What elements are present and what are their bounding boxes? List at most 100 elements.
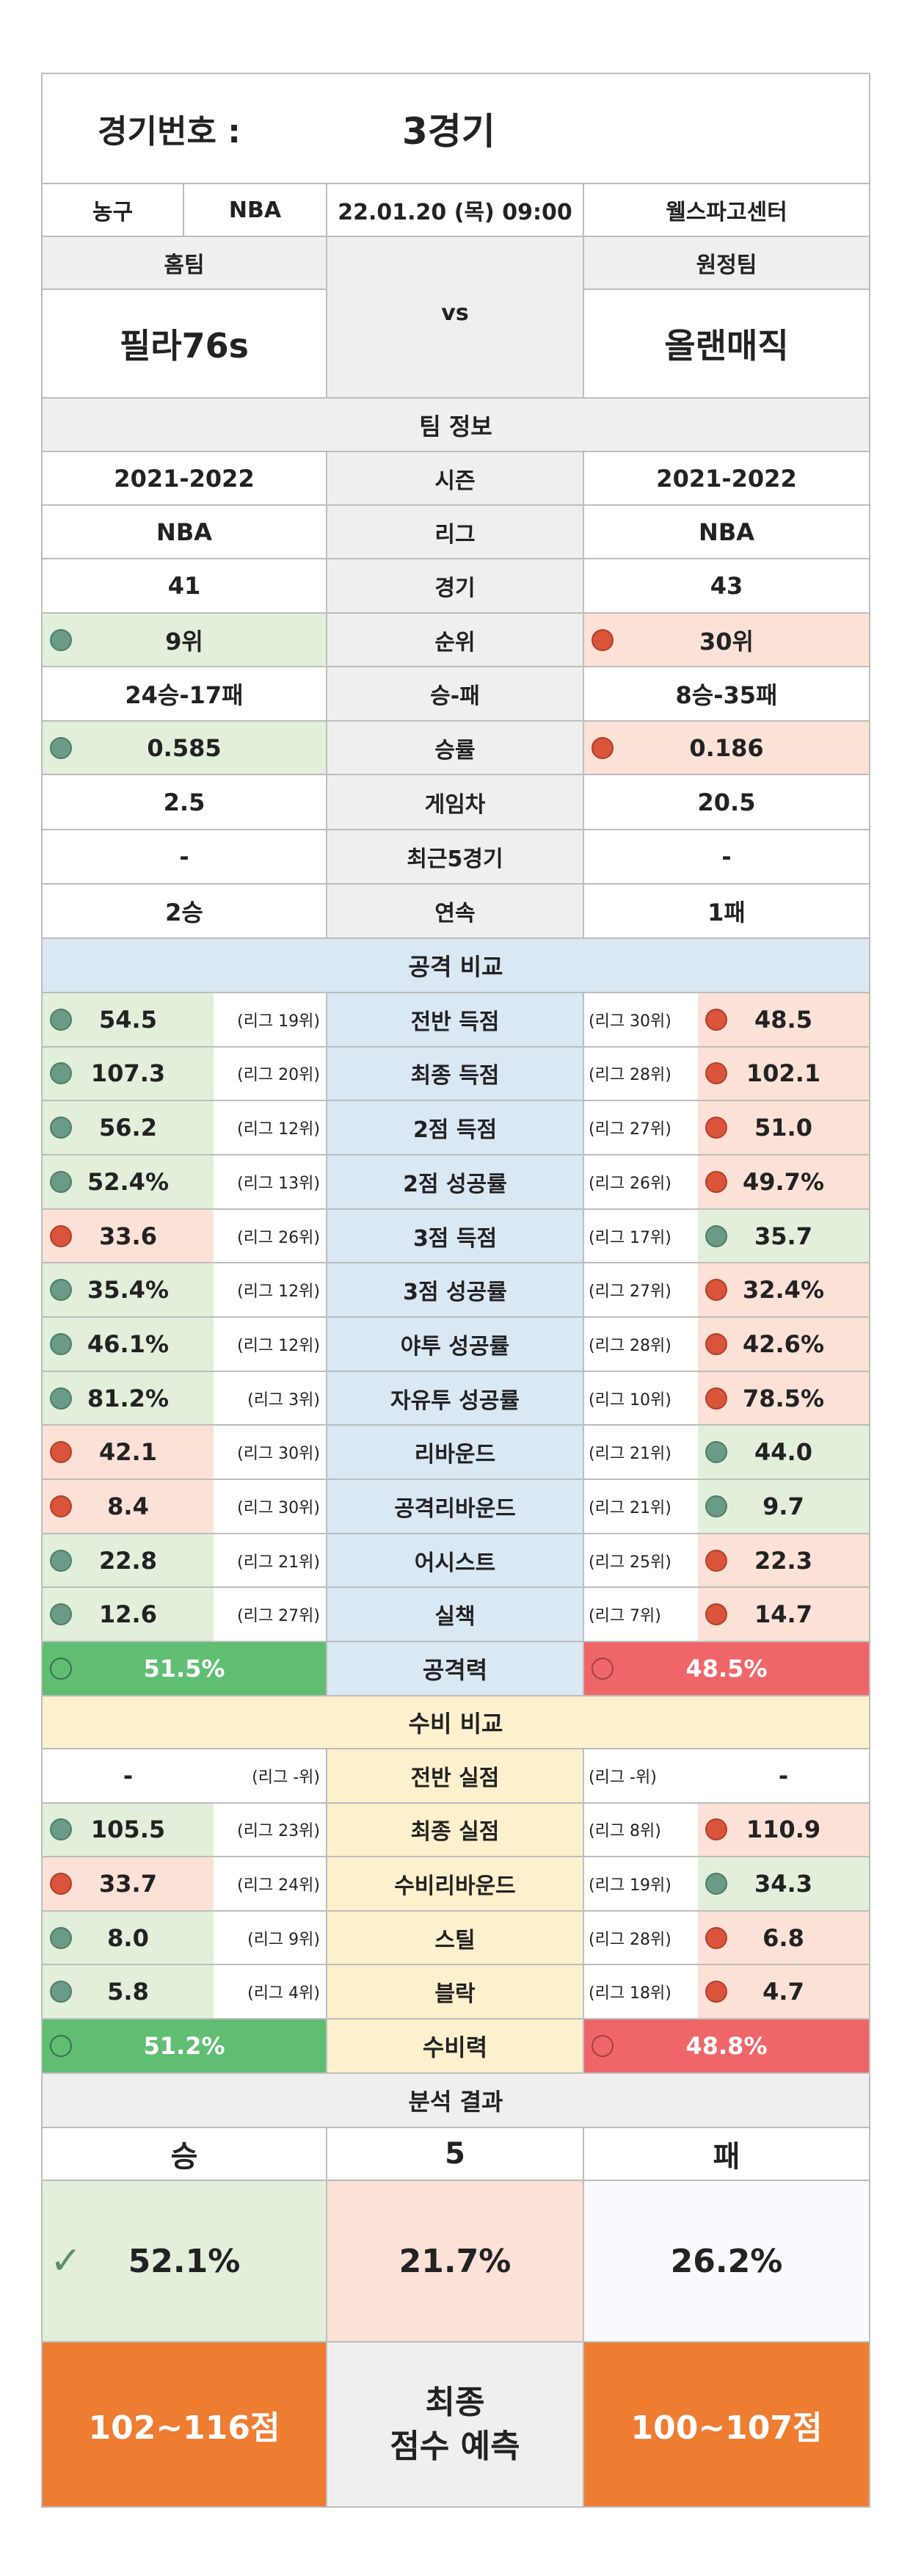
score-label-line2: 점수 예측 — [390, 2427, 520, 2465]
team-info-label: 경기 — [327, 559, 584, 612]
attack-stat-row: 107.3 (리그 20위) 최종 득점 (리그 28위) 102.1 — [43, 1047, 869, 1102]
attack-stat-row: 12.6 (리그 27위) 실책 (리그 7위) 14.7 — [43, 1588, 869, 1643]
home-stat-dot-icon — [50, 1387, 72, 1409]
home-stat-value: 8.4 — [107, 1492, 149, 1520]
attack-stat-row: 42.1 (리그 30위) 리바운드 (리그 21위) 44.0 — [43, 1426, 869, 1481]
away-stat-value: 35.7 — [754, 1222, 812, 1250]
away-team-info-value: - — [721, 843, 732, 871]
away-rank-text: (리그 17위) — [584, 1209, 698, 1263]
venue: 웰스파고센터 — [666, 200, 787, 225]
away-stat-value: 14.7 — [754, 1600, 812, 1629]
analysis-header: 분석 결과 — [43, 2074, 869, 2128]
home-stat-value: 22.8 — [99, 1546, 157, 1575]
home-stat-dot-icon — [50, 1117, 72, 1139]
home-rank-text: (리그 20위) — [214, 1047, 327, 1100]
result-labels-row: 승 5 패 — [43, 2128, 869, 2181]
stat-label: 3점 성공률 — [327, 1263, 584, 1316]
vs-label: vs — [327, 237, 584, 397]
away-stat-value: 110.9 — [746, 1815, 821, 1844]
stat-label: 공격리바운드 — [327, 1480, 584, 1533]
home-stat-dot-icon — [50, 1818, 72, 1841]
away-attack-power: 48.5% — [685, 1655, 768, 1683]
title-row: 경기번호 : 3경기 — [43, 74, 869, 184]
home-rank-dot-icon — [50, 628, 72, 651]
defense-power-label: 수비력 — [327, 2020, 584, 2072]
away-defense-power: 48.8% — [685, 2032, 768, 2060]
away-rank-text: (리그 28위) — [584, 1047, 698, 1100]
stat-label: 최종 득점 — [327, 1047, 584, 1100]
home-stat-dot-icon — [50, 1981, 72, 2003]
away-stat-dot-icon — [705, 1872, 727, 1895]
home-team-info-value: NBA — [156, 518, 212, 546]
home-stat-dot-icon — [50, 1170, 72, 1193]
away-rank-dot-icon — [592, 736, 614, 759]
team-info-label: 순위 — [327, 614, 584, 666]
attack-stat-row: 33.6 (리그 26위) 3점 득점 (리그 17위) 35.7 — [43, 1209, 869, 1264]
win-label: 승 — [43, 2128, 327, 2180]
home-team-info-value: 2.5 — [163, 788, 205, 816]
home-stat-dot-icon — [50, 1926, 72, 1949]
away-rank-text: (리그 -위) — [584, 1749, 698, 1802]
check-icon: ✓ — [50, 2239, 82, 2283]
away-team-info-value: 0.186 — [689, 733, 764, 762]
attack-stat-row: 56.2 (리그 12위) 2점 득점 (리그 27위) 51.0 — [43, 1101, 869, 1155]
away-rank-text: (리그 26위) — [584, 1155, 698, 1208]
home-rank-text: (리그 12위) — [214, 1101, 327, 1154]
away-rank-text: (리그 30위) — [584, 993, 698, 1046]
home-team-info-value: 2승 — [165, 899, 203, 926]
home-rank-text: (리그 12위) — [214, 1318, 327, 1371]
stat-label: 3점 득점 — [327, 1209, 584, 1263]
attack-stat-row: 8.4 (리그 30위) 공격리바운드 (리그 21위) 9.7 — [43, 1480, 869, 1534]
stat-label: 자유투 성공률 — [327, 1371, 584, 1425]
game-number-label: 경기번호 : — [98, 113, 241, 150]
away-rank-dot-icon — [592, 628, 614, 651]
team-info-row: 24승-17패 승-패 8승-35패 — [43, 667, 869, 722]
away-power-dot-icon — [592, 1658, 614, 1680]
home-defense-power: 51.2% — [143, 2032, 225, 2060]
away-stat-dot-icon — [705, 1008, 727, 1031]
away-rank-text: (리그 7위) — [584, 1588, 698, 1641]
away-team-label: 원정팀 — [584, 237, 869, 290]
away-team-info-value: 30위 — [699, 627, 754, 656]
team-info-row: NBA 리그 NBA — [43, 506, 869, 559]
match-info-row: 농구 NBA 22.01.20 (목) 09:00 웰스파고센터 — [43, 184, 869, 237]
home-stat-value: 42.1 — [99, 1438, 157, 1467]
away-stat-value: 49.7% — [742, 1167, 824, 1196]
home-rank-text: (리그 24위) — [214, 1857, 327, 1910]
home-rank-text: (리그 3위) — [214, 1371, 327, 1425]
away-stat-value: 6.8 — [762, 1923, 804, 1952]
away-stat-value: 4.7 — [762, 1978, 804, 2006]
stat-label: 수비리바운드 — [327, 1857, 584, 1910]
teams-row: 홈팀 필라76s vs 원정팀 올랜매직 — [43, 237, 869, 399]
away-stat-value: 9.7 — [762, 1492, 804, 1520]
team-info-label: 리그 — [327, 506, 584, 558]
away-stat-value: - — [778, 1761, 789, 1790]
team-info-header: 팀 정보 — [43, 399, 869, 452]
home-stat-dot-icon — [50, 1332, 72, 1355]
stat-label: 야투 성공률 — [327, 1318, 584, 1371]
away-stat-dot-icon — [705, 1224, 727, 1247]
home-stat-value: 8.0 — [107, 1923, 149, 1952]
analysis-title: 분석 결과 — [408, 2088, 503, 2116]
away-rank-text: (리그 19위) — [584, 1857, 698, 1910]
away-team-info-value: 43 — [710, 572, 743, 600]
away-rank-text: (리그 18위) — [584, 1965, 698, 2018]
stat-label: 리바운드 — [327, 1426, 584, 1479]
draw-label: 5 — [327, 2128, 584, 2180]
team-info-label: 게임차 — [327, 775, 584, 829]
away-stat-value: 51.0 — [754, 1114, 812, 1142]
away-team-info-value: 2021-2022 — [656, 464, 797, 493]
home-rank-text: (리그 27위) — [214, 1588, 327, 1641]
lose-label: 패 — [713, 2140, 740, 2174]
team-info-title: 팀 정보 — [419, 412, 492, 440]
away-rank-text: (리그 10위) — [584, 1371, 698, 1425]
stat-label: 최종 실점 — [327, 1803, 584, 1857]
attack-title: 공격 비교 — [408, 953, 503, 981]
stat-label: 2점 성공률 — [327, 1155, 584, 1208]
home-defense-dot-icon — [50, 2035, 72, 2057]
team-info-row: 2.5 게임차 20.5 — [43, 775, 869, 830]
away-team-name: 올랜매직 — [664, 326, 789, 366]
defense-title: 수비 비교 — [408, 1710, 503, 1738]
team-info-row: - 최근5경기 - — [43, 830, 869, 885]
attack-header: 공격 비교 — [43, 939, 869, 993]
